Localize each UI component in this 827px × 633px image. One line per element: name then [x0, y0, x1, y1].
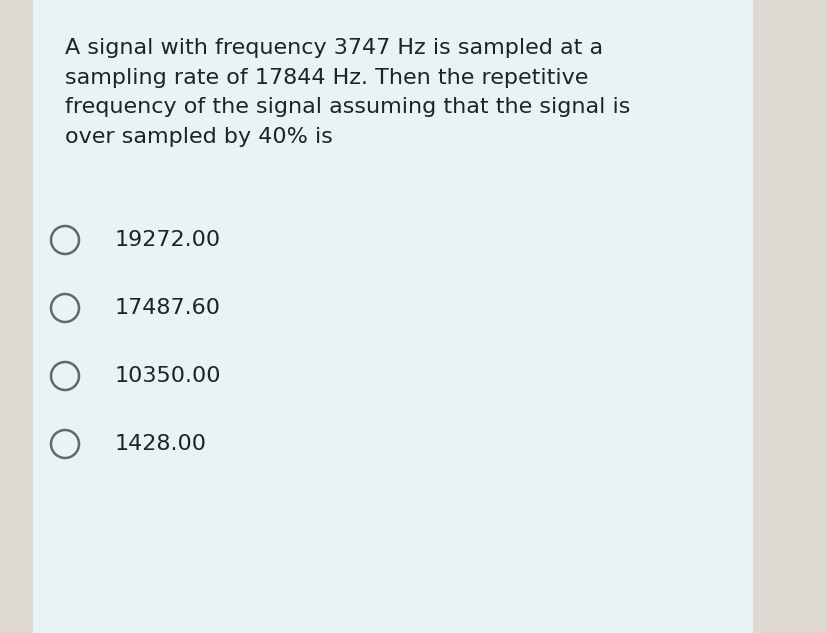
FancyBboxPatch shape [33, 0, 753, 633]
Text: 19272.00: 19272.00 [115, 230, 221, 250]
Text: A signal with frequency 3747 Hz is sampled at a
sampling rate of 17844 Hz. Then : A signal with frequency 3747 Hz is sampl… [65, 38, 629, 147]
Text: 1428.00: 1428.00 [115, 434, 207, 454]
Text: 10350.00: 10350.00 [115, 366, 222, 386]
Text: 17487.60: 17487.60 [115, 298, 221, 318]
